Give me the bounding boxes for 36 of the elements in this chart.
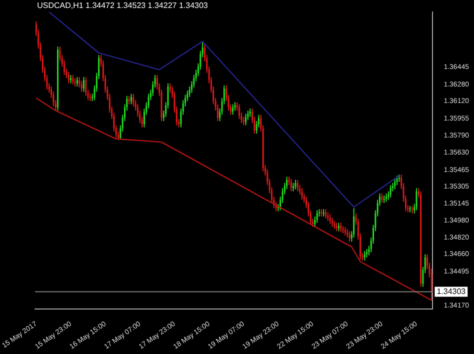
candlestick (329, 214, 331, 224)
candlestick (294, 179, 296, 190)
candlestick (416, 188, 418, 211)
candlestick (76, 76, 78, 87)
candlestick (342, 225, 344, 234)
candlestick (68, 71, 70, 84)
candlestick (364, 250, 366, 262)
text: USDCAD,H1 1.34472 1.34523 1.34227 1.34303 (37, 1, 208, 10)
candlestick (396, 175, 398, 186)
candlestick (232, 104, 234, 116)
candlestick (394, 178, 396, 190)
candlestick (301, 188, 303, 200)
candlestick (383, 195, 385, 204)
candlestick (132, 93, 134, 107)
candlestick (320, 208, 322, 217)
candlestick (324, 208, 326, 220)
candlestick (348, 230, 350, 242)
candlestick (238, 104, 240, 120)
candlestick (85, 76, 87, 96)
candlestick (72, 74, 74, 85)
candlestick (353, 208, 355, 238)
candlestick (340, 222, 342, 233)
candlestick (296, 179, 298, 192)
candlestick (390, 184, 392, 198)
candlestick (82, 76, 84, 92)
candlestick (130, 93, 132, 105)
candlestick (80, 80, 82, 92)
candlestick (245, 113, 247, 126)
candlestick (78, 76, 80, 88)
ref-line-label: 1.34303 (436, 286, 466, 296)
candlestick (381, 192, 383, 204)
candlestick (316, 210, 318, 224)
candlestick (411, 206, 413, 214)
candlestick (331, 217, 333, 228)
candlestick (322, 208, 324, 217)
candlestick (290, 178, 292, 192)
